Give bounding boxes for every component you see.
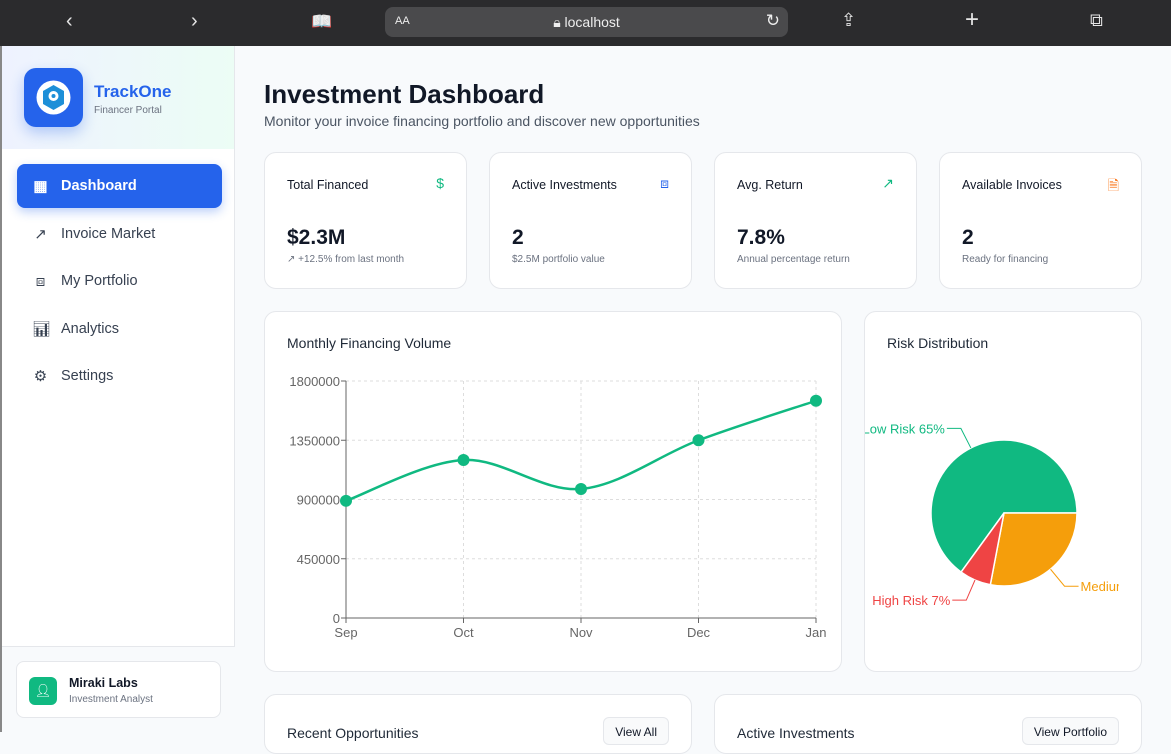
page-subtitle: Monitor your invoice financing portfolio…: [264, 113, 700, 129]
document-icon: 🗎: [1107, 177, 1119, 193]
logo: [24, 68, 83, 127]
x-tick-label: Nov: [569, 625, 593, 640]
active-investments-title: Active Investments: [737, 725, 855, 741]
user-name: Miraki Labs: [69, 676, 138, 690]
brand: TrackOne Financer Portal: [2, 46, 234, 149]
stat-card-total-financed: Total Financed $ $2.3M ↗ +12.5% from las…: [264, 152, 467, 289]
reload-icon[interactable]: ↻: [765, 11, 780, 30]
user-icon: 👤︎: [29, 677, 57, 705]
pie-label: High Risk 7%: [872, 593, 950, 608]
pie-chart-card: Risk Distribution Low Risk 65% Medium Ris…: [864, 311, 1142, 672]
briefcase-icon: ⧈: [660, 175, 669, 191]
gear-icon: ⚙: [33, 368, 48, 385]
address-bar[interactable]: AA 🔒︎ localhost ↻: [385, 7, 788, 37]
sidebar-item-invoice-market[interactable]: ↗ Invoice Market: [17, 212, 222, 256]
new-tab-icon[interactable]: +: [965, 6, 980, 33]
bookmarks-icon[interactable]: 📖: [311, 12, 333, 31]
data-point: [575, 482, 587, 495]
lock-icon: 🔒︎: [553, 14, 565, 30]
pie-label-line: [952, 579, 976, 601]
brand-name: TrackOne: [94, 82, 172, 101]
view-portfolio-button[interactable]: View Portfolio: [1021, 717, 1119, 745]
browser-toolbar: ‹ › 📖 AA 🔒︎ localhost ↻ ⇪ + ⧉: [0, 0, 1171, 46]
pie-label: Low Risk 65%: [865, 421, 945, 436]
y-tick-label: 0: [333, 611, 340, 626]
x-tick-label: Jan: [806, 625, 827, 640]
sidebar-item-analytics[interactable]: 📊︎ Analytics: [32, 320, 120, 338]
sidebar-nav: ▦ Dashboard ↗ Invoice Market ⧈ My Portfolio…: [17, 164, 222, 402]
page-title: Investment Dashboard: [264, 79, 545, 109]
pie-slice: [960, 512, 1005, 586]
user-section: 👤︎ Miraki Labs Investment Analyst: [2, 646, 235, 732]
briefcase-icon: ⧈: [35, 272, 46, 290]
data-point: [692, 434, 705, 447]
brand-subtitle: Financer Portal: [94, 105, 162, 116]
tabs-icon[interactable]: ⧉: [1090, 10, 1103, 30]
back-icon[interactable]: ‹: [66, 10, 73, 32]
stat-card-active-investments: Active Investments ⧈ 2 $2.5M portfolio v…: [489, 152, 692, 289]
line-chart-card: Monthly Financing Volume 0 450000 900000 13…: [264, 311, 842, 672]
data-point: [340, 494, 352, 507]
stat-card-avg-return: Avg. Return ↗ 7.8% Annual percentage ret…: [714, 152, 917, 289]
pie-label-line: [1050, 568, 1079, 587]
reader-button[interactable]: AA: [395, 15, 410, 27]
y-tick-label: 1350000: [289, 433, 340, 448]
sidebar-item-settings[interactable]: ⚙ Settings: [33, 368, 114, 385]
pie-chart-title: Risk Distribution: [887, 335, 989, 351]
stat-card-available-invoices: Available Invoices 🗎 2 Ready for financi…: [939, 152, 1142, 289]
recent-opportunities-title: Recent Opportunities: [287, 725, 419, 741]
grid-icon: ▦: [33, 178, 48, 195]
trending-up-icon: ↗: [34, 225, 47, 243]
y-tick-label: 900000: [297, 493, 340, 508]
y-tick-label: 450000: [297, 552, 340, 567]
dollar-icon: $: [436, 175, 444, 191]
url-text: localhost: [564, 14, 620, 30]
pie-chart: Low Risk 65% Medium Risk 28% High Risk 7%: [865, 421, 1119, 608]
y-tick-label: 1800000: [289, 374, 340, 389]
data-point: [810, 394, 822, 407]
share-icon[interactable]: ⇪: [841, 10, 857, 30]
bar-chart-icon: 📊︎: [32, 320, 52, 338]
sidebar-item-my-portfolio[interactable]: ⧈ My Portfolio: [17, 259, 222, 303]
trending-up-icon: ↗: [882, 175, 894, 191]
pie-label-line: [946, 427, 972, 449]
sidebar: TrackOne Financer Portal ▦ Dashboard ↗ Inv…: [0, 46, 235, 732]
line-chart-title: Monthly Financing Volume: [287, 335, 452, 351]
user-card[interactable]: 👤︎ Miraki Labs Investment Analyst: [16, 661, 221, 718]
recent-opportunities-card: Recent Opportunities View All: [264, 694, 692, 754]
active-investments-card: Active Investments View Portfolio: [714, 694, 1142, 754]
x-tick-label: Sep: [334, 625, 357, 640]
pie-slice: [989, 512, 1078, 587]
forward-icon[interactable]: ›: [191, 10, 198, 32]
data-point: [457, 454, 470, 466]
line-chart: 0 450000 900000 1350000 1800000 Sep Oct Nov Dec J…: [289, 374, 827, 640]
pie-label: Medium Risk 28%: [1081, 579, 1119, 594]
user-role: Investment Analyst: [69, 694, 153, 705]
view-all-button[interactable]: View All: [603, 717, 669, 745]
sidebar-item-dashboard[interactable]: ▦ Dashboard: [17, 164, 222, 208]
x-tick-label: Oct: [453, 625, 474, 640]
x-tick-label: Dec: [687, 625, 711, 640]
